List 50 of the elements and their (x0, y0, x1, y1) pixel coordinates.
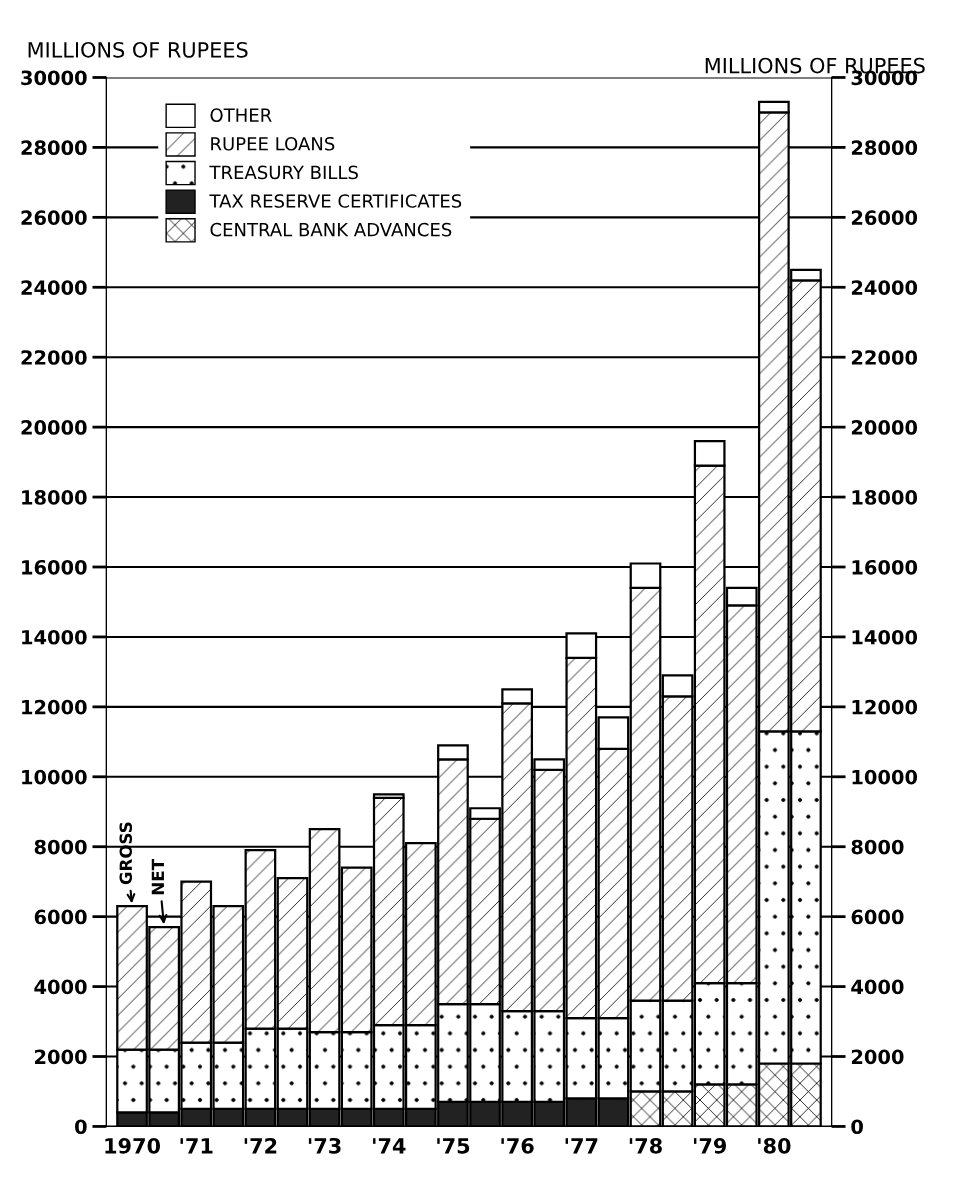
x-tick-label: '80 (758, 1137, 791, 1154)
y-tick-label: 2000 (35, 1049, 87, 1065)
y2-tick-label: 2000 (851, 1049, 904, 1065)
y-tick-label: 4000 (34, 979, 87, 995)
x-tick-label: '78 (629, 1137, 662, 1154)
y2-tick-label: 22000 (851, 350, 918, 365)
y-tick-label: 26000 (21, 210, 87, 226)
x-tick-label: '75 (437, 1138, 470, 1154)
y2-tick-label: 20000 (851, 420, 918, 435)
annotation: NET (151, 859, 164, 895)
y-tick-label: 0 (75, 1119, 87, 1135)
legend-label: OTHER (210, 108, 272, 122)
y-tick-label: 22000 (21, 350, 87, 365)
y2-tick-label: 4000 (851, 979, 904, 995)
x-tick-label: '77 (565, 1138, 598, 1154)
legend-label: TAX RESERVE CERTIFICATES (209, 194, 462, 208)
y-axis-title: MILLIONS OF RUPEES (28, 41, 248, 58)
y2-tick-label: 24000 (851, 280, 918, 295)
x-tick-label: '74 (373, 1138, 406, 1154)
x-tick-label: '76 (501, 1137, 534, 1154)
x-tick-label: '73 (308, 1137, 341, 1154)
y-tick-label: 8000 (34, 839, 87, 855)
annotation: GROSS (119, 822, 133, 885)
y-tick-label: 10000 (22, 769, 87, 785)
x-tick-label: 1970 (105, 1137, 161, 1154)
y-tick-label: 18000 (22, 490, 87, 505)
x-tick-label: '79 (693, 1137, 727, 1154)
y2-tick-label: 8000 (851, 839, 904, 855)
x-tick-label: '71 (180, 1138, 213, 1154)
y-tick-label: 30000 (21, 70, 87, 86)
y2-tick-label: 16000 (852, 559, 918, 575)
y2-tick-label: 6000 (851, 909, 904, 925)
y2-tick-label: 26000 (851, 210, 918, 226)
legend-label: TREASURY BILLS (209, 165, 358, 180)
y-tick-label: 6000 (34, 909, 87, 925)
y2-tick-label: 10000 (852, 769, 918, 785)
y-tick-label: 28000 (21, 140, 87, 156)
y-tick-label: 12000 (22, 699, 87, 715)
legend-label: RUPEE LOANS (211, 136, 335, 151)
y2-tick-label: 12000 (852, 699, 918, 715)
y-tick-label: 14000 (22, 629, 87, 645)
x-tick-label: '72 (244, 1137, 277, 1154)
y2-tick-label: 0 (851, 1119, 863, 1135)
y-tick-label: 20000 (21, 420, 87, 435)
legend-label: CENTRAL BANK ADVANCES (210, 222, 452, 237)
y2-tick-label: 14000 (852, 629, 918, 645)
y2-tick-label: 28000 (851, 140, 918, 156)
y-tick-label: 16000 (22, 559, 87, 575)
y2-tick-label: 18000 (852, 490, 918, 505)
y-tick-label: 24000 (21, 280, 87, 295)
